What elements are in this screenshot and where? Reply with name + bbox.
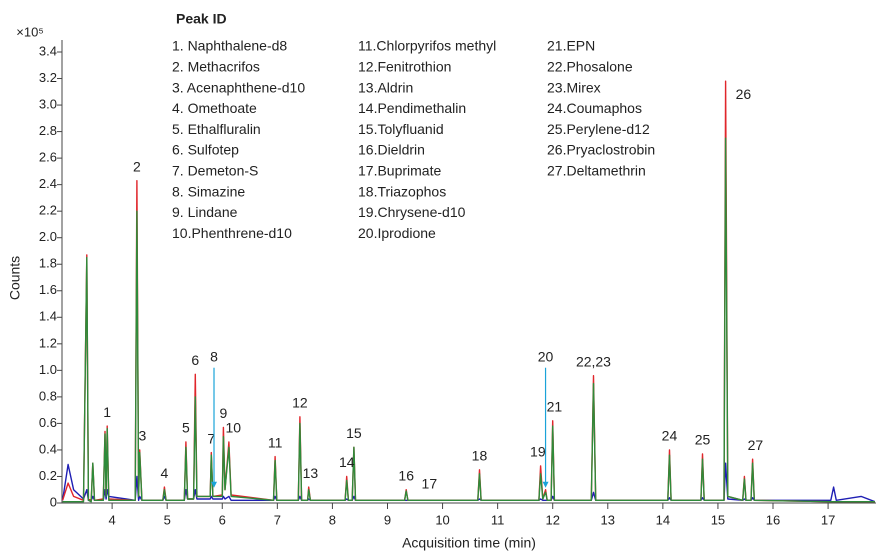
peak-label: 7 bbox=[207, 430, 215, 446]
x-tick-label: 15 bbox=[711, 512, 725, 527]
y-multiplier: ×10⁵ bbox=[16, 24, 43, 39]
x-axis-label: Acquisition time (min) bbox=[402, 535, 536, 551]
y-tick-label: 1.2 bbox=[39, 335, 57, 350]
y-tick-label: 2.4 bbox=[39, 176, 57, 191]
peak-label: 10 bbox=[225, 420, 241, 436]
y-tick-label: 0.6 bbox=[39, 415, 57, 430]
x-tick-label: 11 bbox=[491, 512, 505, 527]
peak-list-entry: 13.Aldrin bbox=[358, 79, 413, 95]
peak-list-entry: 3. Acenaphthene-d10 bbox=[172, 79, 305, 95]
x-tick-label: 17 bbox=[821, 512, 835, 527]
peak-list-entry: 8. Simazine bbox=[172, 183, 245, 199]
peak-list-entry: 24.Coumaphos bbox=[547, 100, 642, 116]
peak-label: 6 bbox=[191, 352, 199, 368]
trace bbox=[62, 137, 875, 503]
legend-title: Peak ID bbox=[176, 11, 227, 27]
x-tick-label: 10 bbox=[435, 512, 449, 527]
y-tick-label: 1.8 bbox=[39, 256, 57, 271]
peak-label: 4 bbox=[161, 465, 169, 481]
x-tick-label: 16 bbox=[766, 512, 780, 527]
peak-label: 12 bbox=[292, 394, 308, 410]
y-tick-label: 2.2 bbox=[39, 203, 57, 218]
y-tick-label: 3.0 bbox=[39, 96, 57, 111]
peak-label: 15 bbox=[346, 425, 362, 441]
y-tick-label: 3.4 bbox=[39, 43, 57, 58]
y-tick-label: 1.0 bbox=[39, 362, 57, 377]
peak-arrowhead bbox=[542, 481, 549, 488]
x-tick-label: 9 bbox=[384, 512, 391, 527]
peak-label: 21 bbox=[547, 398, 563, 414]
x-tick-label: 13 bbox=[601, 512, 615, 527]
peak-label: 9 bbox=[219, 405, 227, 421]
peak-list-entry: 11.Chlorpyrifos methyl bbox=[358, 38, 496, 54]
peak-list-entry: 27.Deltamethrin bbox=[547, 163, 646, 179]
peak-list-entry: 9. Lindane bbox=[172, 204, 238, 220]
peak-label: 27 bbox=[748, 437, 764, 453]
y-tick-label: 0.2 bbox=[39, 468, 57, 483]
peak-list-entry: 20.Iprodione bbox=[358, 225, 436, 241]
peak-list-entry: 21.EPN bbox=[547, 38, 595, 54]
x-tick-label: 6 bbox=[219, 512, 226, 527]
peak-list-entry: 12.Fenitrothion bbox=[358, 59, 451, 75]
peak-arrowhead bbox=[211, 481, 218, 488]
peak-list-entry: 4. Omethoate bbox=[172, 100, 257, 116]
y-tick-label: 1.4 bbox=[39, 309, 57, 324]
x-tick-label: 12 bbox=[545, 512, 559, 527]
peak-label: 11 bbox=[268, 434, 283, 450]
y-tick-label: 0.8 bbox=[39, 388, 57, 403]
x-tick-label: 4 bbox=[109, 512, 116, 527]
peak-list-entry: 18.Triazophos bbox=[358, 183, 446, 199]
peak-label: 24 bbox=[662, 428, 678, 444]
peak-label: 22,23 bbox=[576, 353, 611, 369]
x-tick-label: 8 bbox=[329, 512, 336, 527]
y-tick-label: 2.0 bbox=[39, 229, 57, 244]
y-tick-label: 2.6 bbox=[39, 150, 57, 165]
peak-list-entry: 19.Chrysene-d10 bbox=[358, 204, 466, 220]
peak-list-entry: 14.Pendimethalin bbox=[358, 100, 466, 116]
peak-label: 16 bbox=[398, 467, 414, 483]
y-tick-label: 2.8 bbox=[39, 123, 57, 138]
peak-label: 13 bbox=[303, 465, 319, 481]
peak-list-entry: 5. Ethalfluralin bbox=[172, 121, 261, 137]
peak-label: 1 bbox=[103, 404, 111, 420]
y-tick-label: 1.6 bbox=[39, 282, 57, 297]
peak-label: 8 bbox=[210, 348, 218, 364]
peak-label: 17 bbox=[422, 475, 438, 491]
trace bbox=[61, 462, 876, 503]
peak-label: 2 bbox=[133, 158, 141, 174]
peak-list-entry: 25.Perylene-d12 bbox=[547, 121, 650, 137]
y-axis-label: Counts bbox=[7, 256, 23, 300]
peak-label: 14 bbox=[339, 454, 355, 470]
y-tick-label: 0.4 bbox=[39, 441, 57, 456]
peak-list-entry: 2. Methacrifos bbox=[172, 59, 260, 75]
peak-label: 20 bbox=[538, 348, 554, 364]
peak-label: 25 bbox=[695, 432, 711, 448]
x-tick-label: 5 bbox=[164, 512, 171, 527]
peak-list-entry: 16.Dieldrin bbox=[358, 142, 425, 158]
y-tick-label: 3.2 bbox=[39, 70, 57, 85]
peak-list-entry: 6. Sulfotep bbox=[172, 142, 239, 158]
peak-label: 18 bbox=[472, 448, 488, 464]
peak-label: 3 bbox=[139, 428, 147, 444]
peak-list-entry: 26.Pryaclostrobin bbox=[547, 142, 655, 158]
x-tick-label: 14 bbox=[656, 512, 670, 527]
peak-list-entry: 10.Phenthrene-d10 bbox=[172, 225, 292, 241]
peak-label: 19 bbox=[530, 444, 546, 460]
peak-list-entry: 7. Demeton-S bbox=[172, 163, 258, 179]
peak-list-entry: 1. Naphthalene-d8 bbox=[172, 38, 287, 54]
y-tick-label: 0 bbox=[50, 494, 57, 509]
peak-label: 26 bbox=[736, 86, 752, 102]
peak-list-entry: 17.Buprimate bbox=[358, 163, 441, 179]
peak-list-entry: 23.Mirex bbox=[547, 79, 601, 95]
x-tick-label: 7 bbox=[274, 512, 281, 527]
peak-list-entry: 15.Tolyfluanid bbox=[358, 121, 444, 137]
peak-label: 5 bbox=[182, 420, 190, 436]
peak-list-entry: 22.Phosalone bbox=[547, 59, 633, 75]
